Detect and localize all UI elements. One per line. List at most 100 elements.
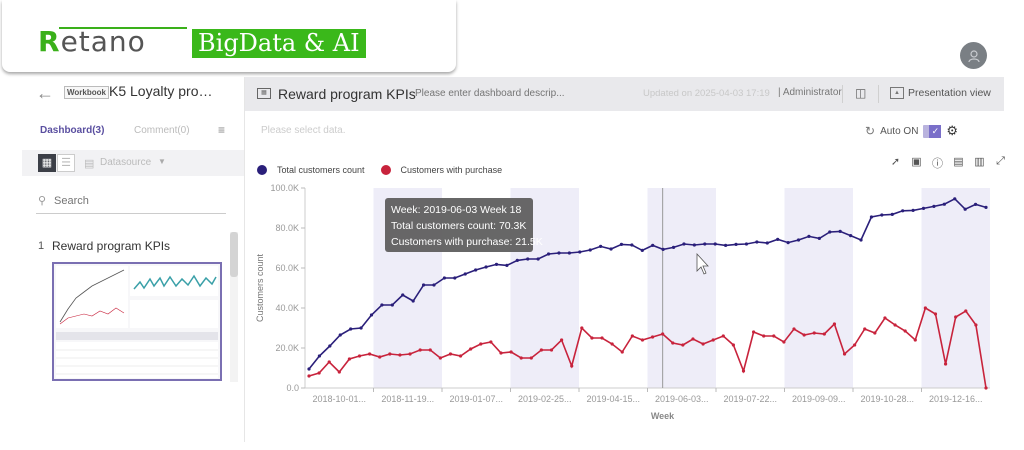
workbook-title[interactable]: K5 Loyalty pro…: [109, 83, 213, 99]
grid-view-button[interactable]: ▦: [38, 154, 56, 172]
data-point: [499, 351, 503, 355]
avatar[interactable]: [960, 42, 987, 69]
data-point: [701, 342, 705, 346]
data-point: [792, 327, 796, 331]
sidebar-scrollbar-track[interactable]: [230, 232, 238, 382]
data-point: [776, 237, 780, 241]
logo-underline: [59, 27, 187, 29]
data-point: [923, 306, 927, 310]
auto-toggle[interactable]: ✓: [923, 124, 942, 138]
data-point: [368, 352, 372, 356]
data-point: [536, 257, 540, 261]
tooltip-text: Customers with purchase: 21.5K: [391, 236, 543, 248]
data-point: [650, 335, 655, 339]
tooltip-text: Total customers count: 70.3K: [391, 220, 526, 232]
chevron-down-icon[interactable]: ▼: [158, 157, 166, 166]
info-icon[interactable]: ⓘ: [932, 158, 943, 170]
data-point: [494, 262, 499, 266]
data-point: [580, 326, 584, 330]
data-point: [812, 331, 816, 335]
data-point: [681, 343, 685, 347]
legend-item-purchase[interactable]: Customers with purchase: [380, 165, 502, 175]
data-point: [890, 212, 894, 216]
x-tick-label: 2019-06-03...: [655, 394, 709, 404]
data-point: [786, 241, 790, 245]
y-tick-label: 0.0: [286, 383, 299, 393]
tab-comment[interactable]: Comment(0): [134, 125, 190, 136]
dashboard-thumbnail[interactable]: [52, 262, 222, 381]
data-point: [713, 242, 717, 246]
dashboard-panel: ▦ Reward program KPIs Updated on 2025-04…: [244, 77, 1005, 442]
dashboard-description-input[interactable]: [415, 88, 615, 99]
x-tick-label: 2018-11-19...: [381, 394, 434, 404]
select-data-placeholder[interactable]: Please select data.: [261, 125, 346, 136]
chart-band: [921, 188, 990, 388]
data-point: [711, 338, 715, 342]
data-point: [817, 236, 821, 240]
data-point: [610, 342, 614, 346]
data-point: [378, 355, 382, 359]
data-point: [782, 340, 786, 344]
data-point: [609, 247, 613, 251]
data-point: [772, 334, 776, 338]
data-point: [327, 360, 331, 364]
data-point: [458, 354, 463, 358]
legend-label-total: Total customers count: [277, 165, 365, 175]
user-icon: [967, 49, 980, 62]
data-point: [438, 356, 442, 360]
x-tick-label: 2019-09-09...: [792, 394, 846, 404]
dashboard-item-label[interactable]: Reward program KPIs: [52, 239, 171, 253]
data-point: [671, 245, 676, 249]
refresh-icon[interactable]: ↻: [865, 124, 876, 138]
dashboard-title[interactable]: Reward program KPIs: [278, 86, 416, 102]
tab-dashboard[interactable]: Dashboard(3): [40, 125, 105, 136]
data-point: [357, 354, 362, 358]
data-point: [307, 374, 311, 378]
data-point: [578, 250, 582, 254]
data-point: [418, 348, 422, 352]
data-point: [463, 272, 467, 276]
x-axis-title: Week: [651, 411, 675, 421]
export-data-icon[interactable]: ▤: [953, 156, 964, 168]
arrow-left-icon[interactable]: ←: [36, 83, 54, 103]
list-menu-icon[interactable]: ≡: [218, 123, 226, 137]
search-input[interactable]: [54, 195, 214, 207]
data-point: [863, 327, 867, 331]
legend-item-total[interactable]: Total customers count: [257, 165, 365, 175]
data-point: [328, 344, 332, 348]
fullscreen-icon[interactable]: ⤢: [996, 155, 1005, 167]
data-point: [984, 386, 988, 390]
data-point: [557, 251, 561, 255]
gear-icon[interactable]: ⚙: [946, 123, 959, 138]
data-point: [546, 252, 551, 256]
thumbnail-preview: [56, 266, 218, 378]
data-point: [802, 333, 806, 337]
data-point: [901, 209, 905, 213]
pointer-icon[interactable]: ➚: [890, 156, 901, 168]
data-point: [401, 293, 405, 297]
datasource-dropdown[interactable]: Datasource: [100, 157, 152, 168]
data-point: [380, 303, 384, 307]
database-icon[interactable]: ◫: [855, 86, 867, 100]
data-point: [630, 334, 634, 338]
data-point: [869, 215, 874, 219]
data-point: [691, 337, 695, 341]
export-image-icon[interactable]: ▥: [974, 156, 985, 168]
data-point: [943, 362, 948, 366]
data-point: [619, 242, 624, 246]
presentation-view-button[interactable]: Presentation view: [908, 87, 991, 99]
sidebar-scrollbar-thumb[interactable]: [230, 232, 238, 277]
zoom-select-icon[interactable]: ▣: [911, 156, 922, 168]
updated-timestamp: Updated on 2025-04-03 17:19: [643, 88, 770, 99]
data-point: [734, 242, 738, 246]
data-point: [828, 230, 832, 234]
mouse-cursor-icon: [696, 252, 709, 275]
data-point: [489, 340, 493, 344]
line-chart[interactable]: 0.0 20.0K 40.0K 60.0K 80.0K 100.0K Customers c…: [245, 177, 1004, 427]
data-point: [721, 334, 725, 338]
data-point: [349, 327, 353, 331]
list-view-button[interactable]: ☰: [57, 154, 75, 172]
tooltip-text: Week: 2019-06-03 Week 18: [391, 204, 522, 216]
divider: [878, 85, 879, 103]
